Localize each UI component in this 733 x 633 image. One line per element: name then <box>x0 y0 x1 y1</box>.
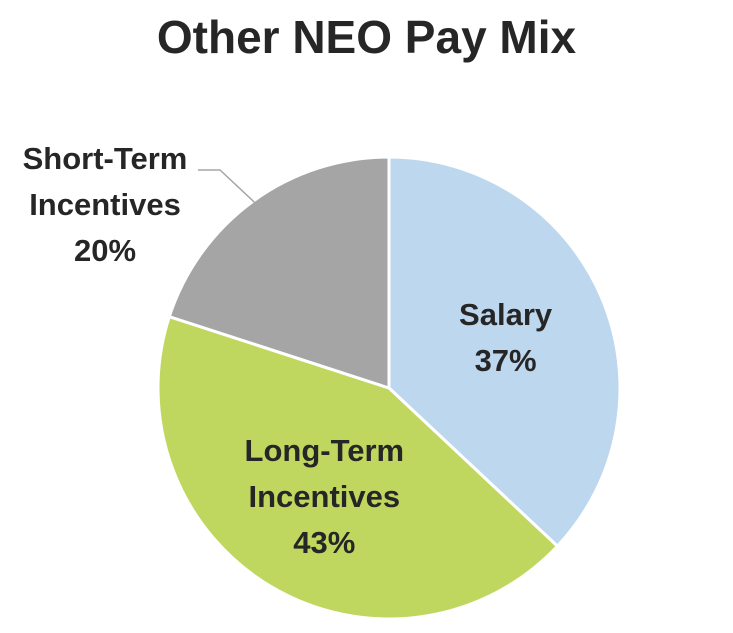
leader-line <box>198 169 255 203</box>
data-label: Salary 37% <box>401 292 611 384</box>
data-label: Long-Term Incentives 43% <box>219 428 429 566</box>
value-label: 20% <box>73 233 137 268</box>
category-label: Salary <box>459 296 553 332</box>
pie-slice <box>156 314 560 621</box>
chart-title: Other NEO Pay Mix <box>156 11 577 63</box>
category-label: Long-Term Incentives <box>244 433 405 515</box>
data-label: Short-Term Incentives 20% <box>0 136 210 274</box>
value-label: 37% <box>474 342 537 378</box>
category-label: Short-Term Incentives <box>22 141 188 222</box>
pie-slice <box>387 155 622 549</box>
value-label: 43% <box>293 525 356 561</box>
